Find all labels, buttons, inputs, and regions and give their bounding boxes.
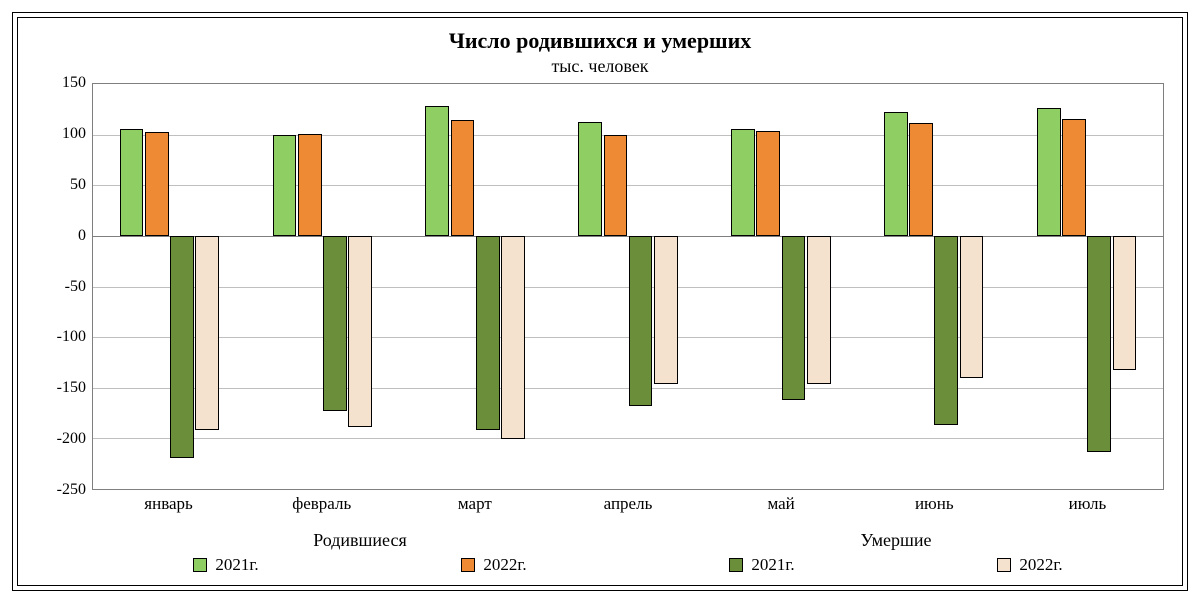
legend-item-died_2021: 2021г.	[729, 555, 794, 575]
x-category-label: май	[705, 494, 858, 528]
y-tick-label: 150	[62, 74, 86, 92]
y-tick-label: -250	[57, 481, 86, 499]
legend-label: 2021г.	[751, 555, 794, 575]
bar-died_2022	[807, 236, 831, 384]
bar-died_2022	[1113, 236, 1137, 370]
legend-group-title-born: Родившиеся	[92, 530, 628, 551]
bar-died_2022	[960, 236, 984, 378]
grid-line	[93, 135, 1163, 136]
bar-died_2022	[501, 236, 525, 440]
legend-label: 2022г.	[483, 555, 526, 575]
bar-died_2021	[476, 236, 500, 430]
legend-group-titles: Родившиеся Умершие	[92, 530, 1164, 551]
legend-swatch	[461, 558, 475, 572]
bar-died_2021	[629, 236, 653, 406]
y-tick-label: -50	[65, 278, 86, 296]
bar-died_2021	[170, 236, 194, 458]
bar-born_2022	[909, 123, 933, 235]
plot-wrap: 150100500-50-100-150-200-250	[36, 83, 1164, 490]
legend-item-died_2022: 2022г.	[997, 555, 1062, 575]
bar-born_2021	[578, 122, 602, 235]
y-tick-label: 50	[70, 176, 86, 194]
grid-line	[93, 438, 1163, 439]
legend-item-born_2022: 2022г.	[461, 555, 526, 575]
bar-died_2021	[323, 236, 347, 411]
x-category-label: январь	[92, 494, 245, 528]
y-tick-label: 0	[78, 227, 86, 245]
legend-swatch	[729, 558, 743, 572]
bar-born_2021	[273, 135, 297, 236]
bar-born_2022	[604, 135, 628, 236]
y-axis: 150100500-50-100-150-200-250	[36, 83, 92, 490]
y-tick-label: -200	[57, 430, 86, 448]
legend-item-born_2021: 2021г.	[193, 555, 258, 575]
chart-frame: Число родившихся и умерших тыс. человек …	[0, 0, 1200, 603]
chart-subtitle: тыс. человек	[36, 56, 1164, 77]
x-axis: январьфевральмартапрельмайиюньиюль	[92, 494, 1164, 528]
legend-swatch	[193, 558, 207, 572]
bar-born_2022	[451, 120, 475, 235]
y-tick-label: -150	[57, 379, 86, 397]
bar-died_2022	[654, 236, 678, 384]
legend: Родившиеся Умершие 2021г.2022г.2021г.202…	[92, 530, 1164, 575]
bar-died_2021	[934, 236, 958, 425]
legend-label: 2022г.	[1019, 555, 1062, 575]
legend-label: 2021г.	[215, 555, 258, 575]
outer-border: Число родившихся и умерших тыс. человек …	[12, 12, 1188, 591]
bar-born_2022	[298, 134, 322, 236]
x-category-label: июль	[1011, 494, 1164, 528]
bar-died_2022	[348, 236, 372, 427]
bar-died_2022	[195, 236, 219, 430]
y-tick-label: -100	[57, 328, 86, 346]
inner-border: Число родившихся и умерших тыс. человек …	[17, 17, 1183, 586]
bar-born_2021	[1037, 108, 1061, 236]
bar-born_2021	[120, 129, 144, 236]
plot-area	[92, 83, 1164, 490]
bar-born_2021	[884, 112, 908, 236]
bar-born_2022	[145, 132, 169, 236]
chart-title: Число родившихся и умерших	[36, 28, 1164, 54]
bar-died_2021	[782, 236, 806, 400]
bar-born_2021	[425, 106, 449, 236]
x-category-label: февраль	[245, 494, 398, 528]
bar-died_2021	[1087, 236, 1111, 452]
y-tick-label: 100	[62, 125, 86, 143]
legend-group-title-died: Умершие	[628, 530, 1164, 551]
legend-swatch	[997, 558, 1011, 572]
x-category-label: июнь	[858, 494, 1011, 528]
bar-born_2022	[1062, 119, 1086, 235]
grid-line	[93, 185, 1163, 186]
bar-born_2021	[731, 129, 755, 236]
legend-items: 2021г. 2022г. 2021г. 2022г.	[92, 555, 1164, 575]
bar-born_2022	[756, 131, 780, 236]
x-category-label: март	[398, 494, 551, 528]
x-category-label: апрель	[551, 494, 704, 528]
